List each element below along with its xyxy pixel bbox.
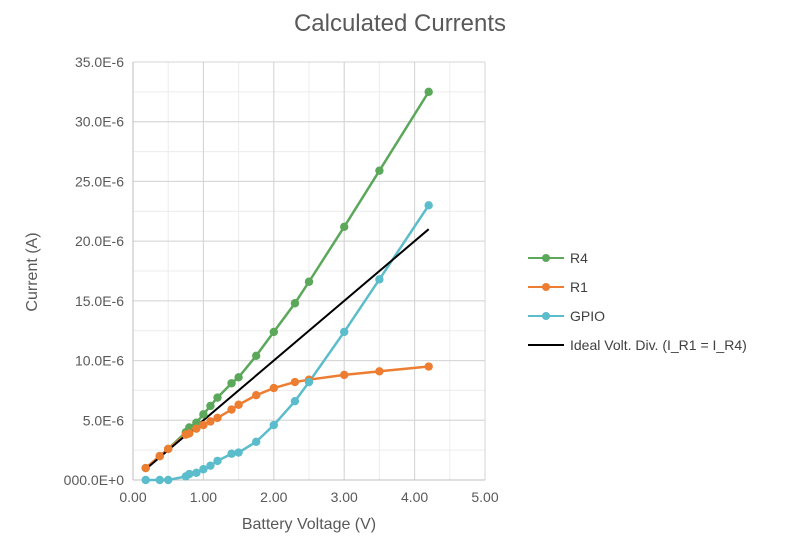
data-point-gpio	[155, 475, 164, 485]
data-point-r1	[269, 383, 278, 393]
axes	[132, 62, 485, 481]
data-point-r4	[185, 423, 194, 432]
y-tick-label: 20.0E-6	[75, 233, 124, 249]
data-point-r1	[424, 362, 433, 371]
data-point-gpio	[252, 437, 261, 446]
data-point-r4	[213, 393, 222, 402]
data-point-r1	[141, 463, 150, 473]
legend-label: R4	[570, 249, 588, 266]
data-point-gpio	[290, 396, 300, 406]
data-point-r4	[192, 418, 201, 427]
legend-swatch	[528, 338, 564, 352]
y-tick-label: 30.0E-6	[75, 114, 124, 130]
x-tick-label: 2.00	[260, 489, 287, 505]
y-tick-label: 35.0E-6	[75, 54, 124, 70]
data-point-gpio	[206, 461, 215, 470]
series-line-gpio	[145, 204, 430, 482]
data-point-gpio	[304, 377, 314, 387]
legend-label: Ideal Volt. Div. (I_R1 = I_R4)	[570, 336, 747, 353]
data-point-gpio	[192, 468, 201, 478]
legend-item-r1: R1	[528, 272, 747, 301]
data-point-r4	[269, 327, 278, 337]
data-point-gpio	[213, 456, 222, 466]
x-tick-label: 3.00	[331, 489, 358, 505]
data-point-r1	[252, 391, 261, 400]
data-point-gpio	[185, 469, 194, 479]
legend: R4 R1 GPIO Ideal Volt. Div. (I_R1 = I_R4)	[528, 243, 747, 359]
data-point-r4	[424, 87, 433, 97]
y-tick-label: 10.0E-6	[75, 353, 124, 369]
legend-swatch	[528, 309, 564, 323]
x-tick-label: 0.00	[119, 489, 146, 505]
data-point-r1	[340, 370, 349, 380]
x-axis-label: Battery Voltage (V)	[242, 516, 376, 533]
data-point-r1	[290, 377, 300, 387]
data-point-gpio	[199, 465, 208, 474]
y-axis-label: Current (A)	[24, 232, 41, 311]
data-point-gpio	[227, 449, 236, 458]
grid-lines	[132, 61, 486, 481]
data-point-gpio	[340, 327, 349, 337]
y-tick-label: 5.0E-6	[83, 412, 124, 428]
data-point-r4	[199, 410, 208, 419]
data-point-r1	[206, 417, 215, 426]
data-point-r1	[227, 405, 236, 414]
data-point-gpio	[164, 475, 173, 485]
data-point-r4	[234, 373, 243, 382]
data-point-r1	[234, 400, 243, 409]
legend-label: GPIO	[570, 307, 606, 324]
y-tick-label: 000.0E+0	[64, 472, 125, 488]
legend-swatch	[528, 251, 564, 265]
legend-swatch	[528, 280, 564, 294]
y-tick-label: 25.0E-6	[75, 173, 124, 189]
data-point-r1	[213, 413, 222, 423]
legend-item-r4: R4	[528, 243, 747, 272]
series-layer	[141, 87, 433, 485]
legend-label: R1	[570, 278, 588, 295]
data-point-r1	[192, 424, 201, 433]
data-point-r4	[252, 351, 261, 360]
data-point-r4	[227, 379, 236, 388]
data-point-r4	[206, 401, 215, 411]
data-point-r1	[164, 444, 173, 454]
legend-item-ideal-volt-div-i-r1-i-r4: Ideal Volt. Div. (I_R1 = I_R4)	[528, 330, 747, 359]
data-point-gpio	[234, 448, 243, 457]
data-point-r4	[340, 222, 349, 232]
data-point-gpio	[269, 420, 278, 430]
x-tick-label: 5.00	[471, 489, 498, 505]
data-point-gpio	[375, 275, 384, 284]
data-point-r1	[155, 451, 164, 461]
data-point-gpio	[424, 201, 433, 210]
data-point-r1	[375, 367, 384, 376]
data-point-r4	[290, 299, 300, 308]
legend-item-gpio: GPIO	[528, 301, 747, 330]
data-point-r1	[199, 420, 208, 430]
data-point-gpio	[141, 475, 150, 485]
data-point-r4	[375, 166, 384, 175]
x-tick-label: 4.00	[401, 489, 428, 505]
y-tick-label: 15.0E-6	[75, 293, 124, 309]
series-line-r1	[144, 365, 429, 470]
data-point-r4	[304, 277, 314, 286]
chart-title: Calculated Currents	[293, 10, 507, 37]
tick-labels: 0.00 1.00 2.00 3.00 4.00 5.00 000.0E+0 5.0E-6 10…	[64, 54, 499, 505]
data-point-r1	[185, 429, 194, 438]
x-tick-label: 1.00	[190, 489, 217, 505]
